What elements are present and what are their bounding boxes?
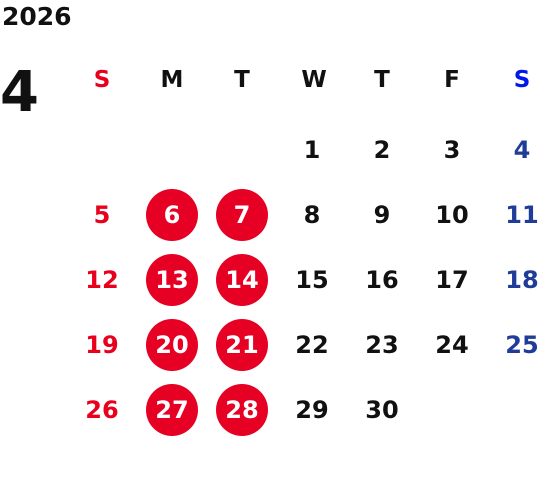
day-cell-highlighted: 7 <box>216 189 268 241</box>
day-cell-highlighted: 14 <box>216 254 268 306</box>
month-label: 4 <box>0 60 39 125</box>
day-cell-saturday: 18 <box>505 266 539 294</box>
weekday-monday: M <box>160 67 184 93</box>
day-cell: 22 <box>295 331 329 359</box>
day-cell: 8 <box>303 201 321 229</box>
day-cell-sunday: 26 <box>85 396 119 424</box>
weekday-tuesday: T <box>234 67 250 93</box>
day-cell-saturday: 25 <box>505 331 539 359</box>
day-cell-highlighted: 20 <box>146 319 198 371</box>
day-cell: 16 <box>365 266 399 294</box>
weekday-sunday: S <box>93 67 111 93</box>
year-label: 2026 <box>2 2 72 31</box>
day-cell-highlighted: 28 <box>216 384 268 436</box>
day-cell-highlighted: 27 <box>146 384 198 436</box>
day-cell: 30 <box>365 396 399 424</box>
weekday-wednesday: W <box>301 67 327 93</box>
day-cell: 24 <box>435 331 469 359</box>
day-cell-highlighted: 21 <box>216 319 268 371</box>
day-cell: 9 <box>373 201 391 229</box>
day-cell: 29 <box>295 396 329 424</box>
day-cell: 10 <box>435 201 469 229</box>
day-cell-highlighted: 6 <box>146 189 198 241</box>
day-cell-saturday: 11 <box>505 201 539 229</box>
day-cell: 2 <box>373 136 391 164</box>
day-cell: 23 <box>365 331 399 359</box>
day-cell: 1 <box>303 136 321 164</box>
day-cell-saturday: 4 <box>513 136 531 164</box>
day-cell-highlighted: 13 <box>146 254 198 306</box>
day-cell-sunday: 19 <box>85 331 119 359</box>
day-cell: 17 <box>435 266 469 294</box>
day-cell: 3 <box>443 136 461 164</box>
day-cell-sunday: 5 <box>93 201 111 229</box>
weekday-friday: F <box>444 67 460 93</box>
weekday-thursday: T <box>374 67 390 93</box>
day-cell: 15 <box>295 266 329 294</box>
weekday-saturday: S <box>513 67 531 93</box>
day-cell-sunday: 12 <box>85 266 119 294</box>
